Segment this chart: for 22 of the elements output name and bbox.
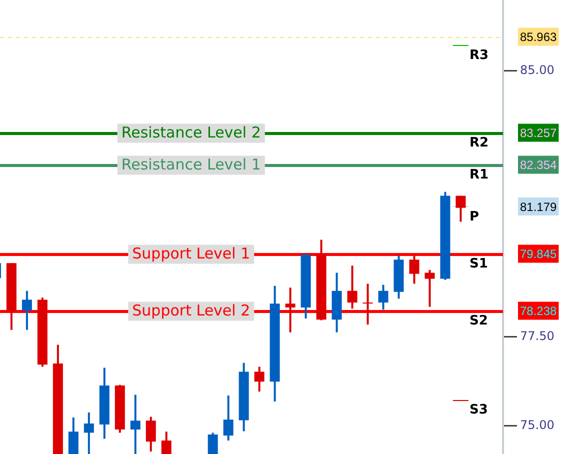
annotation: Resistance Level 1 xyxy=(121,156,261,174)
y2-tick-label: 81.179 xyxy=(520,200,558,214)
ref-line-label: S1 xyxy=(469,256,488,272)
ref-line-label: R1 xyxy=(469,168,489,183)
ref-line-label: R2 xyxy=(469,136,489,151)
y2-tick-label: 83.257 xyxy=(520,126,558,140)
y-tick-label: 77.50 xyxy=(520,329,554,344)
annotation: Support Level 2 xyxy=(132,302,250,320)
ref-line-label: S3 xyxy=(469,402,488,418)
y2-tick-label: 82.354 xyxy=(520,158,558,172)
y-tick-label: 85.00 xyxy=(520,63,554,78)
candlestick xyxy=(285,288,296,332)
y2-tick-label: 79.845 xyxy=(520,247,558,262)
y2-tick-label: 85.963 xyxy=(520,30,558,44)
ref-line-label: R3 xyxy=(469,48,489,63)
y-tick-label: 75.00 xyxy=(520,418,554,432)
y2-tick-label: 78.238 xyxy=(520,304,558,318)
annotation: Resistance Level 2 xyxy=(121,124,261,142)
candlestick xyxy=(362,284,373,325)
annotation: Support Level 1 xyxy=(132,244,250,263)
ref-line-label: P xyxy=(469,209,479,224)
ref-line-label: S2 xyxy=(469,314,488,329)
